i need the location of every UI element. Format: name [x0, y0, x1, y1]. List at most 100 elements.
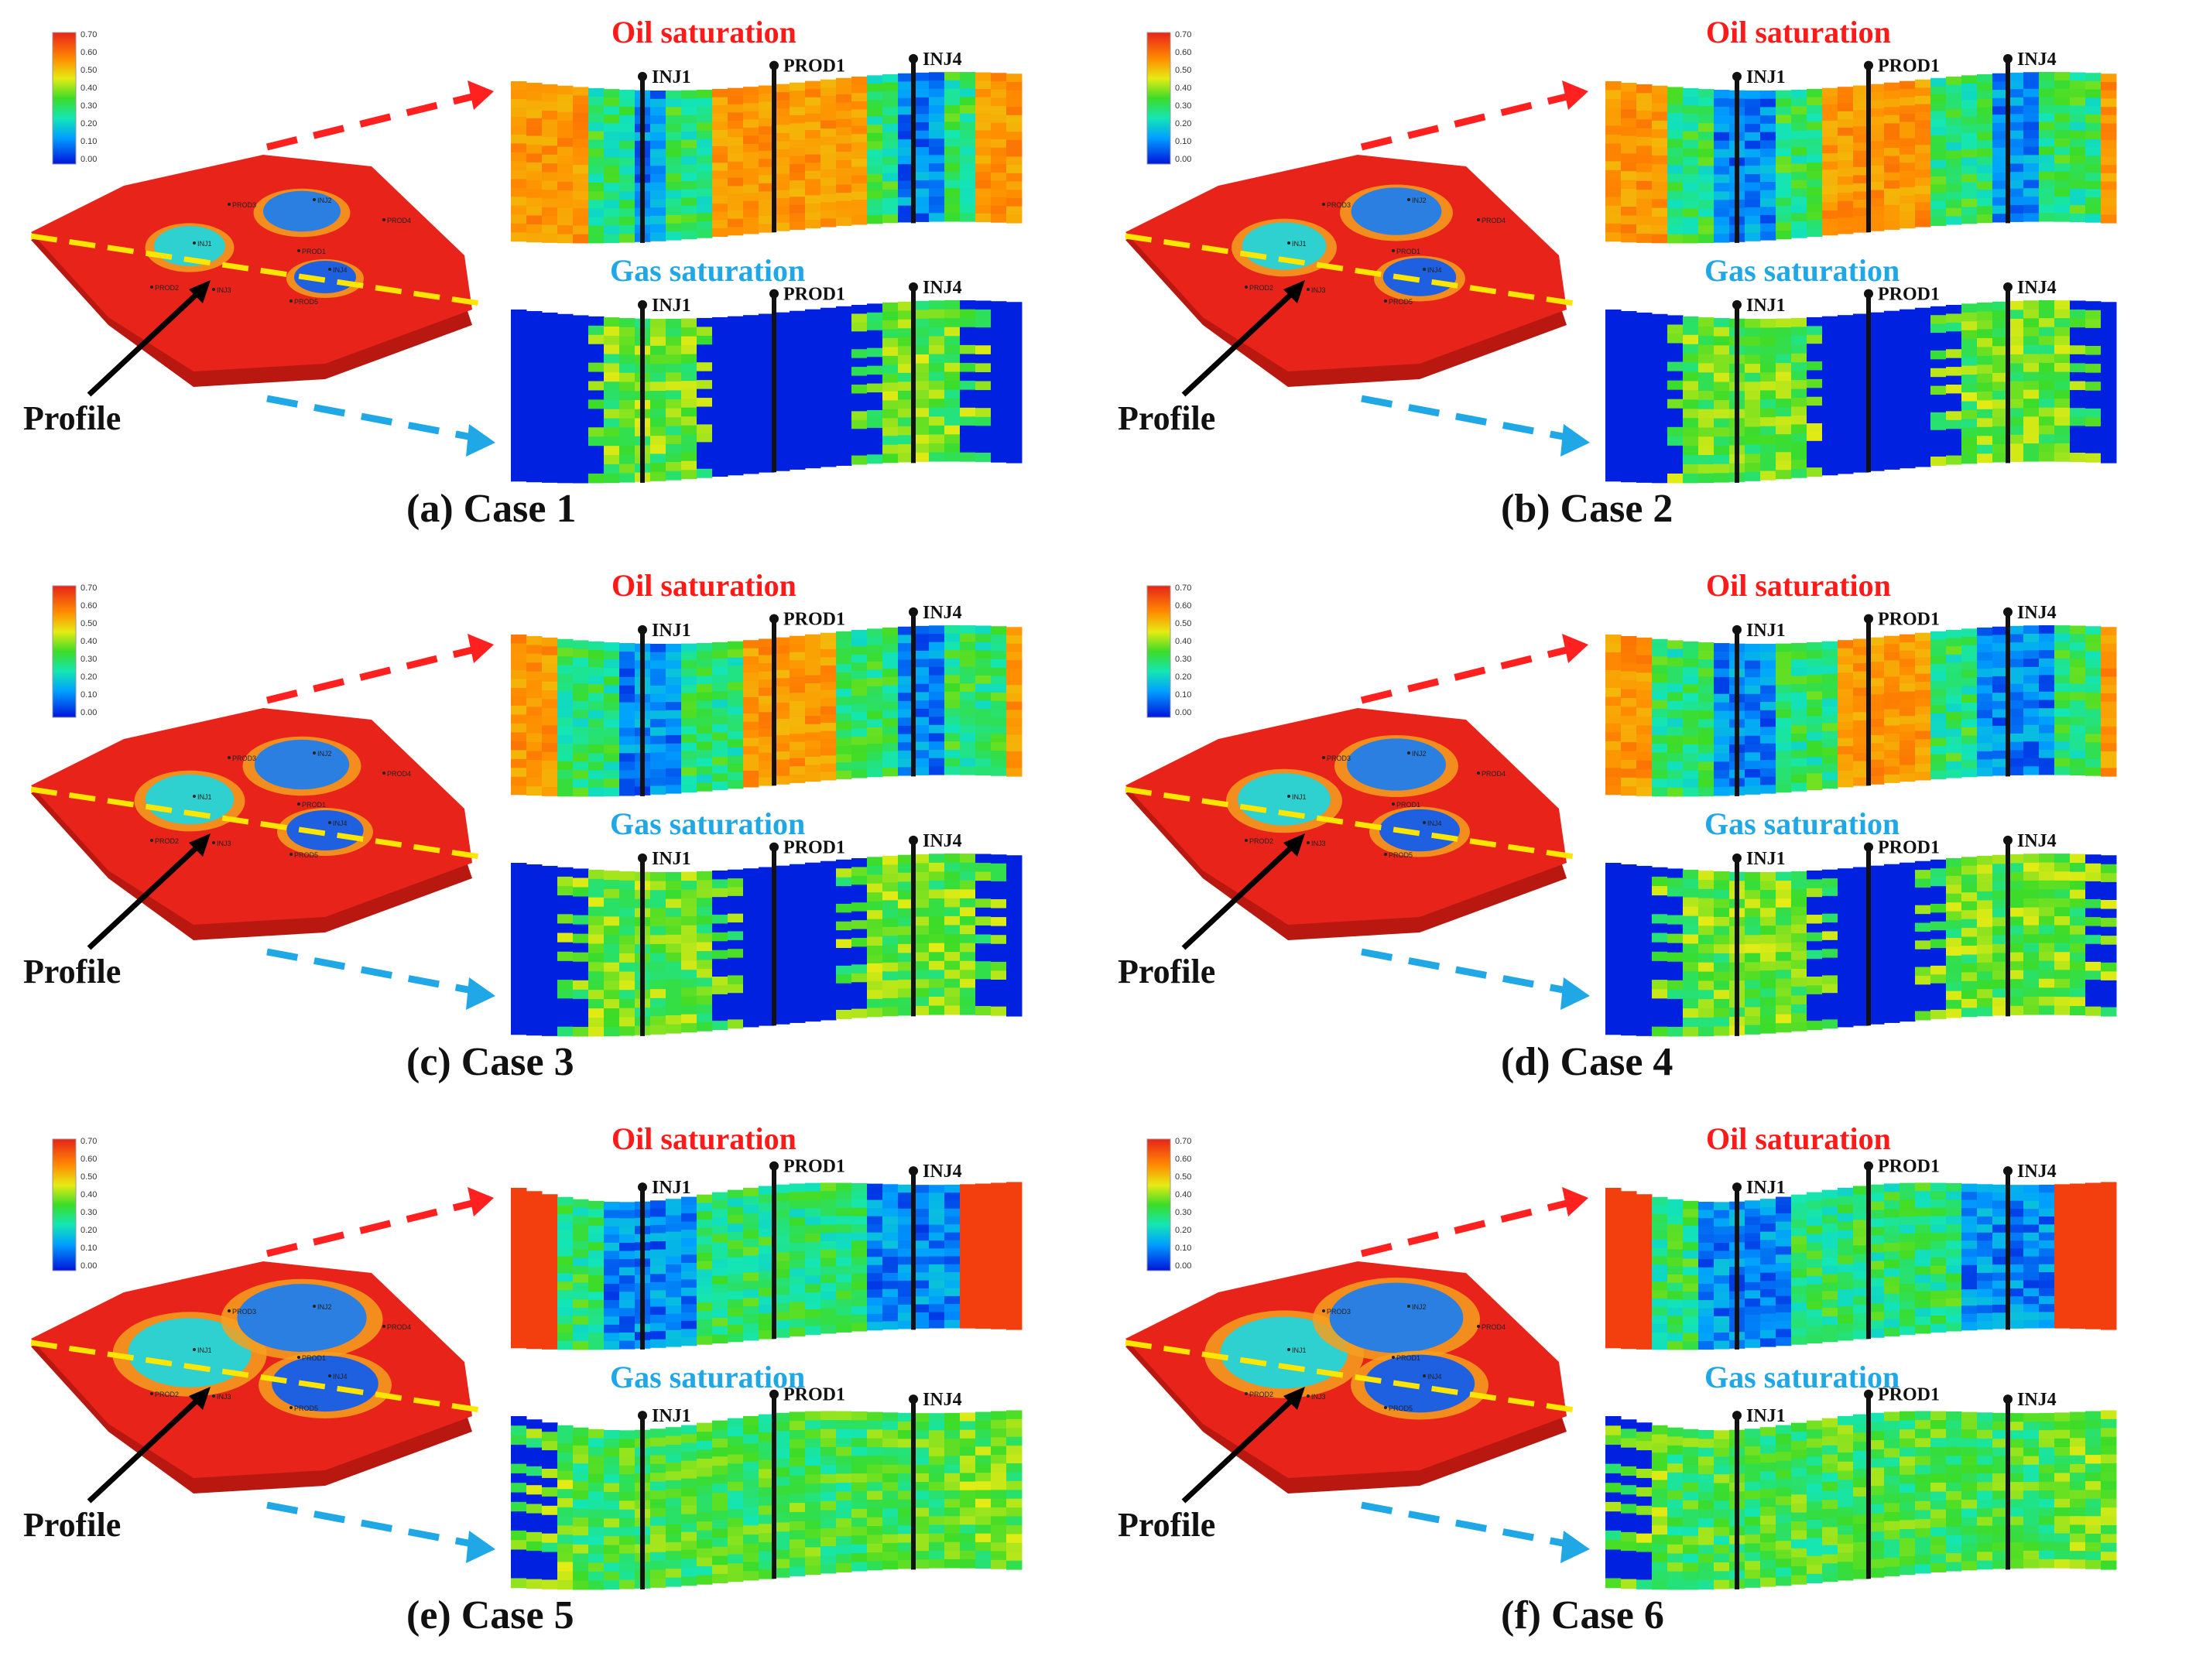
section-cell — [650, 710, 666, 720]
section-cell — [557, 648, 574, 657]
section-cell — [2070, 390, 2086, 400]
section-cell — [1652, 94, 1668, 104]
section-cell — [805, 1003, 821, 1013]
section-cell — [1760, 943, 1776, 953]
section-cell — [1621, 472, 1637, 483]
section-cell — [557, 181, 574, 191]
section-cell — [2039, 97, 2055, 106]
section-cell — [1977, 373, 1993, 383]
section-cell — [790, 139, 806, 149]
section-cell — [2070, 925, 2086, 936]
section-cell — [1961, 628, 1978, 638]
section-cell — [882, 206, 899, 215]
section-cell — [2101, 156, 2117, 166]
section-cell — [960, 327, 976, 337]
section-cell — [526, 425, 543, 435]
section-cell — [573, 113, 589, 122]
section-cell — [1652, 970, 1668, 980]
section-cell — [1807, 316, 1823, 327]
section-cell — [666, 1024, 682, 1034]
section-cell — [975, 642, 992, 652]
section-cell — [1822, 378, 1838, 388]
section-cell — [2039, 708, 2055, 717]
section-cell — [666, 871, 682, 882]
section-cell — [1992, 139, 2009, 149]
section-cell — [557, 351, 574, 361]
section-cell — [1807, 716, 1823, 725]
section-cell — [573, 234, 589, 244]
section-cell — [774, 944, 790, 954]
section-cell — [1791, 986, 1807, 996]
section-cell — [975, 961, 992, 971]
section-cell — [1776, 701, 1792, 710]
section-cell — [1605, 750, 1622, 760]
section-cell — [2101, 693, 2117, 703]
section-cell — [1636, 101, 1653, 111]
section-cell — [1930, 631, 1947, 640]
section-cell — [790, 363, 806, 373]
section-cell — [2101, 759, 2117, 768]
section-cell — [1915, 210, 1931, 219]
section-cell — [2008, 898, 2024, 908]
section-cell — [975, 399, 992, 409]
section-cell — [1807, 879, 1823, 889]
reservoir-top — [1125, 155, 1567, 371]
section-cell — [743, 1000, 759, 1010]
section-cell — [1977, 364, 1993, 375]
section-cell — [588, 131, 605, 141]
section-cell — [1822, 342, 1838, 352]
section-cell — [542, 473, 558, 483]
section-cell — [1667, 648, 1684, 659]
section-cell — [1776, 952, 1792, 962]
section-cell — [991, 310, 1007, 320]
section-cell — [991, 435, 1007, 445]
section-cell — [2070, 300, 2086, 310]
section-cell — [1006, 148, 1023, 157]
section-cell — [820, 95, 837, 104]
section-cell — [1915, 641, 1931, 650]
section-cell — [1745, 944, 1761, 954]
section-cell — [712, 458, 728, 468]
section-cell — [1992, 961, 2009, 971]
section-cell — [2054, 997, 2071, 1007]
section-cell — [1636, 769, 1653, 779]
section-cell — [650, 98, 666, 108]
section-cell — [851, 938, 868, 947]
section-cell — [650, 318, 666, 329]
section-cell — [604, 166, 620, 175]
section-cell — [1961, 972, 1978, 982]
section-cell — [542, 312, 558, 323]
section-cell — [1838, 111, 1854, 120]
section-cell — [1714, 208, 1730, 217]
section-cell — [697, 442, 713, 452]
section-cell — [1853, 867, 1869, 877]
section-cell — [2023, 204, 2040, 214]
colorbar-tick-label: 0.20 — [81, 672, 97, 682]
section-cell — [1636, 128, 1653, 138]
section-cell — [619, 787, 635, 796]
section-cell — [588, 878, 605, 889]
section-cell — [975, 345, 992, 355]
section-cell — [975, 934, 992, 944]
section-cell — [1714, 363, 1730, 374]
map-well-marker — [1307, 288, 1310, 291]
section-cell — [790, 407, 806, 417]
section-cell — [697, 898, 713, 908]
section-cell — [588, 693, 605, 703]
section-cell — [805, 756, 821, 766]
section-cell — [851, 84, 868, 94]
section-cell — [1915, 413, 1931, 423]
section-cell — [1838, 939, 1854, 949]
map-well-marker — [1392, 249, 1395, 252]
section-cell — [836, 168, 852, 177]
colorbar: 0.700.600.500.400.300.200.100.00 — [52, 30, 97, 165]
section-cell — [1930, 368, 1947, 378]
section-cell — [1977, 206, 1993, 215]
section-cell — [619, 106, 635, 116]
section-cell — [557, 473, 574, 484]
section-cell — [728, 931, 744, 941]
section-cell — [2008, 758, 2024, 768]
section-cell — [1667, 989, 1684, 1000]
section-cell — [588, 409, 605, 419]
